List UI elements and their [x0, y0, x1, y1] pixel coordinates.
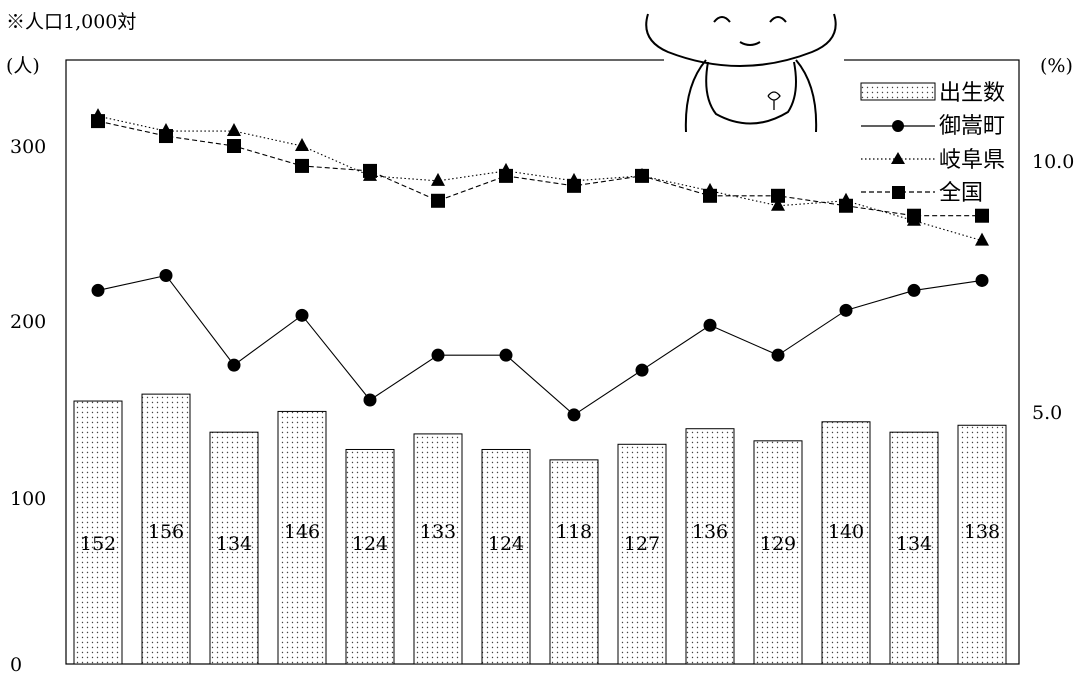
bar-births [73, 400, 123, 665]
child-right-eye [769, 16, 787, 23]
bar-births [277, 410, 327, 665]
point-1 [295, 138, 309, 151]
legend-label-gifu: 岐阜県 [939, 148, 1005, 173]
point-1 [431, 172, 445, 186]
point-0 [839, 303, 853, 317]
bar-births [753, 440, 803, 665]
unit-note: ※人口1,000対 [6, 11, 136, 33]
bar-value-label: 152 [80, 533, 116, 555]
bar-value-label: 129 [760, 533, 796, 555]
child-tulip-icon [767, 91, 781, 110]
point-2 [567, 178, 581, 193]
point-0 [159, 268, 173, 282]
point-2 [703, 188, 717, 203]
point-2 [363, 163, 377, 178]
point-0 [91, 283, 105, 297]
series-line-1 [97, 115, 983, 242]
point-2 [499, 168, 513, 183]
point-0 [907, 283, 921, 297]
point-0 [567, 408, 581, 422]
point-0 [363, 393, 377, 407]
point-2 [295, 158, 309, 173]
point-1 [975, 232, 989, 246]
bar-births [345, 448, 395, 665]
legend-marker-gifu [891, 152, 905, 164]
bar-value-label: 146 [284, 521, 320, 543]
right-axis-unit: (%) [1040, 55, 1073, 77]
point-0 [771, 348, 785, 362]
point-2 [771, 188, 785, 203]
bar-value-label: 136 [692, 521, 728, 543]
child-left-eye [713, 16, 731, 23]
point-2 [975, 208, 989, 223]
bar-births [821, 421, 871, 665]
bar-value-label: 134 [216, 533, 252, 555]
left-axis-unit: (人) [6, 55, 40, 77]
child-head [645, 13, 837, 67]
bar-births [685, 428, 735, 665]
bar-births [481, 448, 531, 665]
y-tick-left-0: 0 [10, 654, 22, 673]
y-tick-left-300: 300 [10, 136, 46, 158]
bar-births [209, 431, 259, 665]
point-1 [227, 123, 241, 137]
bar-births [889, 431, 939, 665]
bar-births [617, 443, 667, 665]
bar-births [141, 393, 191, 665]
bar-value-label: 118 [556, 521, 592, 543]
point-0 [431, 348, 445, 362]
point-2 [839, 198, 853, 213]
legend-swatch-births [860, 82, 936, 101]
legend: 出生数 御嵩町 岐阜県 全国 [860, 81, 1005, 206]
y-tick-right-5: 5.0 [1032, 402, 1062, 424]
child-arms [684, 59, 818, 133]
legend-marker-national [892, 186, 905, 199]
point-2 [91, 114, 105, 129]
point-0 [635, 363, 649, 377]
y-tick-right-10: 10.0 [1032, 151, 1074, 173]
lines-layer [91, 108, 989, 422]
point-0 [295, 308, 309, 322]
point-0 [227, 358, 241, 372]
bar-value-label: 124 [352, 533, 388, 555]
point-0 [703, 318, 717, 332]
bar-value-label: 133 [420, 521, 456, 543]
child-mouth [739, 41, 761, 46]
legend-marker-mitake [892, 120, 904, 132]
bar-births [413, 433, 463, 665]
legend-label-births: 出生数 [939, 81, 1005, 106]
bar-value-label: 140 [828, 521, 864, 543]
legend-label-national: 全国 [939, 181, 983, 206]
child-illustration [645, 13, 844, 140]
point-2 [431, 193, 445, 208]
bar-births [549, 459, 599, 665]
point-2 [159, 129, 173, 144]
point-2 [907, 208, 921, 223]
y-tick-left-200: 200 [10, 311, 46, 333]
point-2 [227, 139, 241, 153]
bars-layer: 152 156 134 146 124 133 124 118 127 136 129 140 134 1… [73, 393, 1007, 665]
y-tick-left-100: 100 [10, 488, 46, 510]
bar-value-label: 156 [148, 521, 184, 543]
bar-births [957, 424, 1007, 665]
bar-value-label: 134 [896, 533, 932, 555]
point-0 [975, 273, 989, 287]
plot-frame [65, 59, 1020, 665]
series-line-0 [97, 274, 983, 416]
point-2 [635, 168, 649, 183]
bar-value-label: 138 [964, 521, 1000, 543]
legend-label-mitake: 御嵩町 [939, 114, 1005, 139]
series-line-2 [97, 120, 982, 217]
child-bib [705, 61, 797, 125]
bar-value-label: 124 [488, 533, 524, 555]
point-0 [499, 348, 513, 362]
bar-value-label: 127 [624, 533, 660, 555]
point-1 [771, 197, 785, 211]
